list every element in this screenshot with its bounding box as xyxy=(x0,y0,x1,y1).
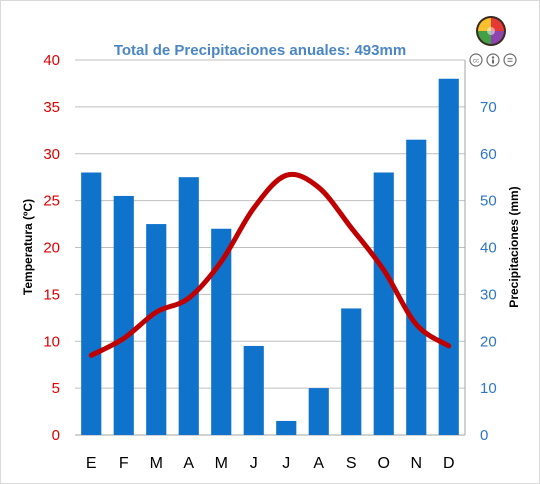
precipitation-bar xyxy=(373,172,394,435)
precipitation-bar xyxy=(243,345,264,435)
y-right-tick-label: 20 xyxy=(480,333,497,350)
x-tick-label: O xyxy=(378,455,390,472)
y-left-tick-label: 0 xyxy=(52,427,60,444)
x-tick-label: M xyxy=(215,455,228,472)
chart-title: Total de Precipitaciones anuales: 493mm xyxy=(114,42,406,59)
gridlines xyxy=(75,59,466,436)
precipitation-bar xyxy=(276,420,297,435)
x-tick-label: A xyxy=(313,455,324,472)
cc-icon: cc xyxy=(469,53,483,67)
y-left-tick-label: 40 xyxy=(43,52,60,69)
y-right-tick-label: 50 xyxy=(480,193,497,210)
y-axis-right-label: Precipitaciones (mm) xyxy=(507,186,521,307)
y-right-tick-label: 0 xyxy=(480,427,488,444)
precipitation-bar xyxy=(341,308,362,435)
x-tick-label: F xyxy=(119,455,129,472)
x-tick-label: J xyxy=(282,455,290,472)
puzzle-globe-logo-icon xyxy=(476,16,506,46)
precipitation-bar xyxy=(211,228,232,435)
y-left-tick-label: 25 xyxy=(43,193,60,210)
y-axis-left-label: Temperatura (ºC) xyxy=(21,199,35,295)
y-left-tick-label: 35 xyxy=(43,99,60,116)
tick-labels: 0 5 10 15 20 25 30 35 40 0 10 20 30 40 50 60 70 E F M A M J J A S… xyxy=(43,52,496,472)
precipitation-bar xyxy=(178,177,199,435)
y-right-tick-label: 70 xyxy=(480,99,497,116)
precipitation-bar xyxy=(113,195,134,435)
y-left-tick-label: 5 xyxy=(52,380,60,397)
precipitation-bar xyxy=(406,139,427,435)
svg-text:cc: cc xyxy=(473,59,479,65)
precipitation-bars xyxy=(81,78,459,435)
temperature-line-group xyxy=(88,171,452,358)
precipitation-bar xyxy=(308,388,329,435)
y-right-tick-label: 60 xyxy=(480,146,497,163)
by-icon xyxy=(486,53,500,67)
x-tick-label: M xyxy=(150,455,163,472)
x-tick-label: J xyxy=(250,455,258,472)
x-tick-label: D xyxy=(443,455,455,472)
x-tick-label: N xyxy=(410,455,422,472)
temperature-line xyxy=(88,171,452,358)
precipitation-bar xyxy=(438,78,459,435)
precipitation-bar xyxy=(81,172,102,435)
y-left-tick-label: 10 xyxy=(43,333,60,350)
x-tick-label: A xyxy=(183,455,194,472)
y-left-tick-label: 30 xyxy=(43,146,60,163)
y-right-tick-label: 40 xyxy=(480,240,497,257)
precipitation-bar xyxy=(146,224,167,435)
x-tick-label: S xyxy=(346,455,357,472)
x-tick-label: E xyxy=(86,455,97,472)
y-left-tick-label: 20 xyxy=(43,240,60,257)
y-right-tick-label: 10 xyxy=(480,380,497,397)
y-right-tick-label: 30 xyxy=(480,286,497,303)
nd-icon xyxy=(503,53,517,67)
y-left-tick-label: 15 xyxy=(43,286,60,303)
